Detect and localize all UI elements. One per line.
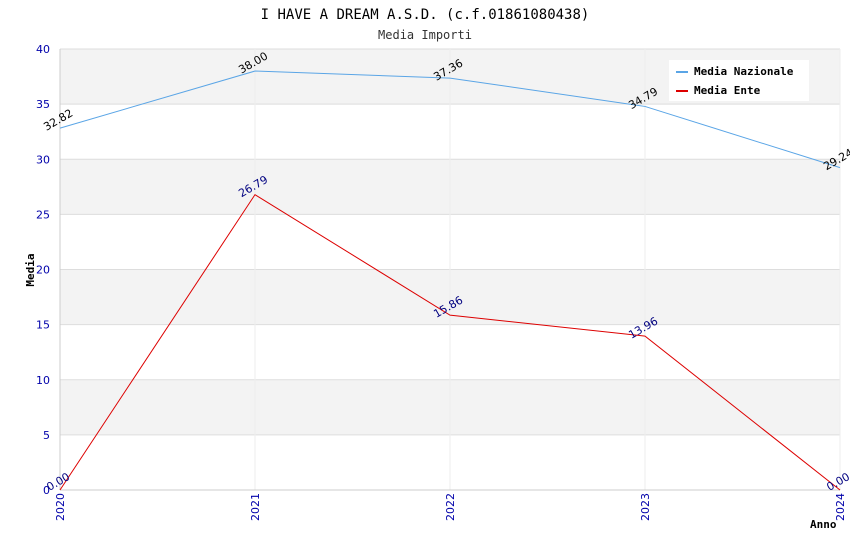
x-tick-labels: 2020 2021 2022 2023 2024 (54, 493, 847, 521)
y-axis-label: Media (24, 253, 37, 286)
legend-label-media-ente: Media Ente (694, 84, 761, 97)
y-tick-label: 25 (36, 208, 50, 221)
legend-box (669, 60, 809, 101)
x-tick-label: 2020 (54, 493, 67, 521)
series-group (59, 70, 841, 491)
y-tick-label: 5 (43, 429, 50, 442)
y-tick-label: 0 (43, 484, 50, 497)
y-tick-label: 15 (36, 319, 50, 332)
y-tick-label: 40 (36, 43, 50, 56)
x-tick-label: 2021 (249, 493, 262, 521)
chart-title: I HAVE A DREAM A.S.D. (c.f.01861080438) (261, 7, 590, 23)
y-tick-label: 20 (36, 264, 50, 277)
chart-subtitle: Media Importi (378, 28, 472, 42)
series-line-media-nazionale (59, 70, 841, 169)
x-tick-label: 2022 (444, 493, 457, 521)
legend: Media Nazionale Media Ente (669, 60, 809, 101)
y-tick-label: 35 (36, 98, 50, 111)
series-line-media-ente (59, 193, 841, 491)
x-axis-label: Anno (810, 518, 837, 531)
y-tick-label: 10 (36, 374, 50, 387)
legend-label-media-nazionale: Media Nazionale (694, 65, 794, 78)
x-tick-label: 2024 (834, 493, 847, 521)
y-tick-labels: 0 5 10 15 20 25 30 35 40 (36, 43, 50, 497)
y-tick-label: 30 (36, 153, 50, 166)
x-tick-label: 2023 (639, 493, 652, 521)
